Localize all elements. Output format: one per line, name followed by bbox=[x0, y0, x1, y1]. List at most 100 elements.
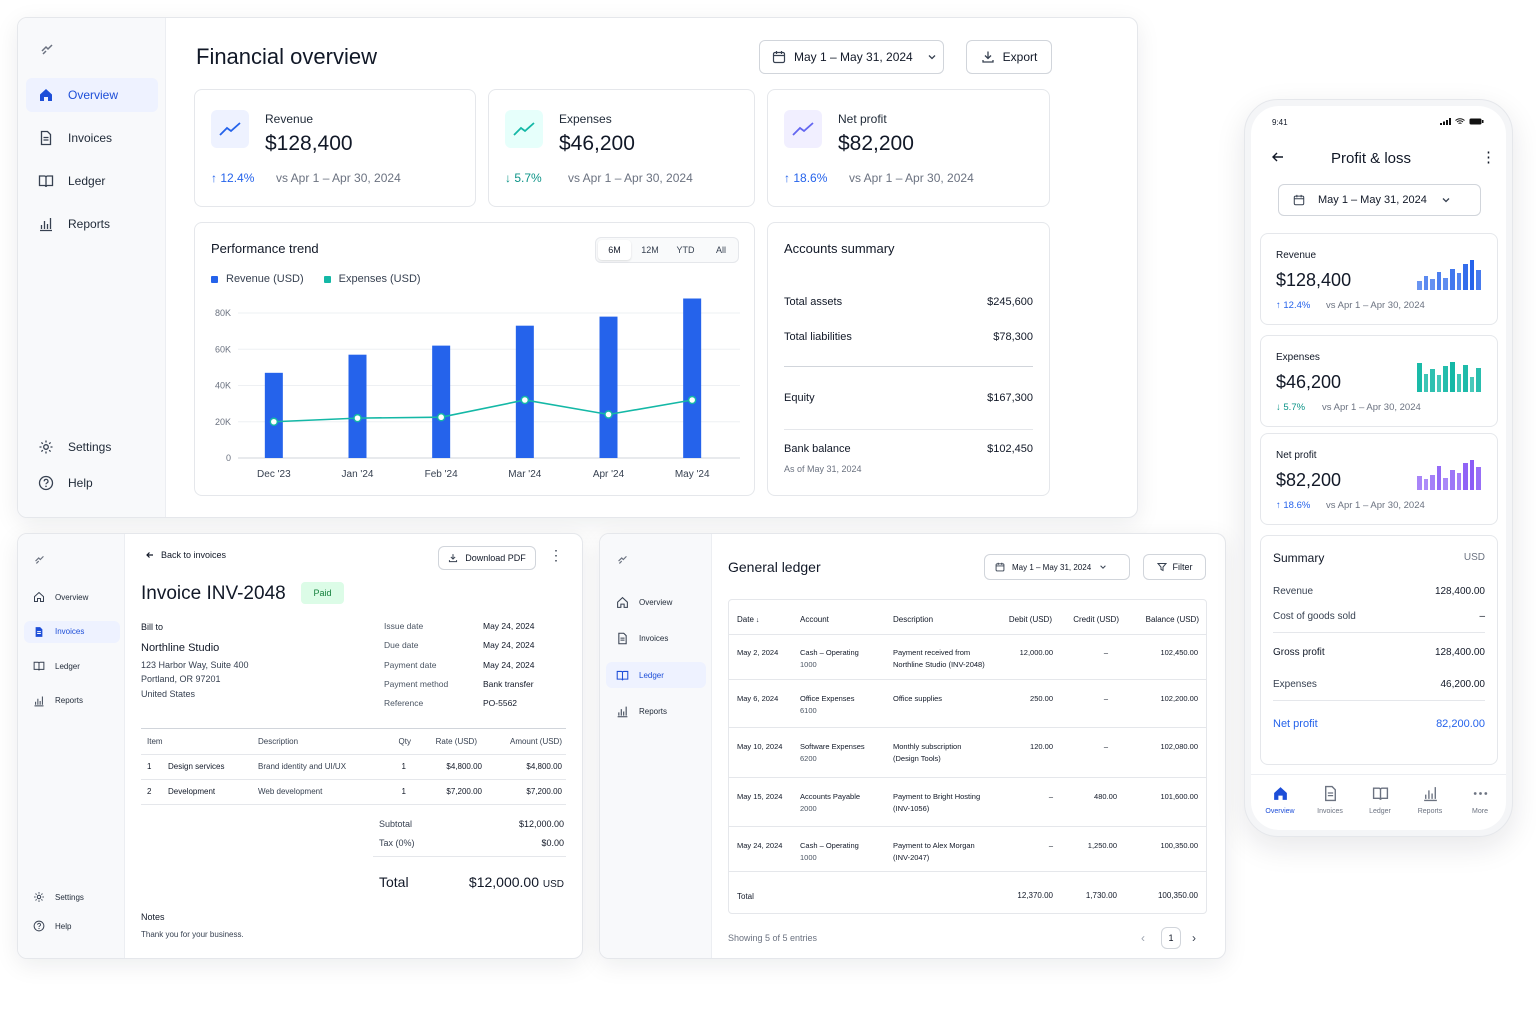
revenue-bar bbox=[599, 316, 618, 458]
x-tick-label: May '24 bbox=[675, 469, 710, 480]
more-options-icon[interactable]: ⋮ bbox=[549, 547, 563, 563]
sidebar-item-label: Invoices bbox=[639, 634, 669, 643]
chevron-down-icon bbox=[928, 55, 936, 60]
sidebar-item-label: Reports bbox=[639, 707, 668, 716]
mobile-card-net-profit[interactable]: Net profit $82,200 ↑ 18.6% vs Apr 1 – Apr 3… bbox=[1260, 433, 1498, 525]
meta-payment-date-value: May 24, 2024 bbox=[483, 659, 535, 670]
ledger-balance: 102,200.00 bbox=[1160, 694, 1198, 703]
expenses-point bbox=[687, 395, 697, 405]
sidebar-item-invoices[interactable]: Invoices bbox=[26, 121, 158, 155]
sidebar-item-overview[interactable]: Overview bbox=[24, 586, 120, 608]
meta-reference-label: Reference bbox=[384, 698, 424, 709]
kpi-compare: vs Apr 1 – Apr 30, 2024 bbox=[568, 171, 693, 185]
range-12m-button[interactable]: 12M bbox=[641, 245, 659, 255]
ledger-description: (INV-1056) bbox=[893, 804, 930, 813]
tab-overview[interactable]: Overview bbox=[1257, 785, 1303, 825]
tab-invoices[interactable]: Invoices bbox=[1307, 785, 1353, 825]
home-icon bbox=[616, 596, 629, 609]
sidebar-item-label: Help bbox=[55, 921, 72, 931]
tab-label: Overview bbox=[1265, 808, 1295, 815]
range-ytd-button[interactable]: YTD bbox=[676, 245, 695, 255]
pagination-prev-icon[interactable]: ‹ bbox=[1141, 931, 1145, 945]
sidebar-item-invoices[interactable]: Invoices bbox=[606, 626, 706, 652]
divider bbox=[729, 826, 1206, 827]
chart-icon bbox=[616, 705, 629, 718]
range-6m-button[interactable]: 6M bbox=[598, 240, 631, 260]
mobile-more-icon[interactable]: ⋮ bbox=[1481, 149, 1496, 166]
sidebar-item-reports[interactable]: Reports bbox=[606, 699, 706, 725]
tab-reports[interactable]: Reports bbox=[1407, 785, 1453, 825]
sidebar-item-settings[interactable]: Settings bbox=[24, 886, 120, 908]
ledger-date-range-picker[interactable]: May 1 – May 31, 2024 bbox=[984, 554, 1130, 580]
invoice-window: Overview Invoices Ledger Reports Settings Hel… bbox=[17, 533, 583, 959]
sidebar-item-reports[interactable]: Reports bbox=[26, 207, 158, 241]
column-balance-usd-header: Balance (USD) bbox=[1146, 615, 1199, 624]
item-no: 1 bbox=[147, 762, 152, 771]
column-date-header[interactable]: Date ↓ bbox=[737, 615, 759, 624]
sidebar-item-help[interactable]: Help bbox=[24, 915, 120, 937]
app-logo-icon[interactable] bbox=[617, 552, 628, 570]
table-row[interactable]: May 10, 2024 Software Expenses 6200 Monthly… bbox=[729, 728, 1206, 778]
notes-text: Thank you for your business. bbox=[141, 930, 244, 939]
sidebar-item-overview[interactable]: Overview bbox=[606, 589, 706, 615]
app-logo-icon[interactable] bbox=[40, 42, 54, 61]
summary-gross-value: 128,400.00 bbox=[1434, 647, 1485, 658]
meta-reference-value: PO-5562 bbox=[483, 698, 518, 709]
performance-trend-panel: Performance trend 6M 12M YTD All Revenue (U… bbox=[194, 222, 755, 496]
help-icon bbox=[38, 475, 54, 491]
sidebar-item-help[interactable]: Help bbox=[26, 467, 158, 499]
range-all-button[interactable]: All bbox=[715, 245, 726, 255]
table-row[interactable]: May 15, 2024 Accounts Payable 2000 Payment … bbox=[729, 778, 1206, 827]
download-pdf-button[interactable]: Download PDF bbox=[438, 546, 536, 570]
home-icon bbox=[1272, 785, 1289, 802]
tab-more[interactable]: More bbox=[1457, 785, 1503, 825]
sidebar-item-overview[interactable]: Overview bbox=[26, 78, 158, 112]
mobile-card-revenue[interactable]: Revenue $128,400 ↑ 12.4% vs Apr 1 – Apr 30,… bbox=[1260, 233, 1498, 325]
total-assets-value: $245,600 bbox=[987, 296, 1033, 308]
sidebar-item-reports[interactable]: Reports bbox=[24, 690, 120, 712]
kpi-compare: vs Apr 1 – Apr 30, 2024 bbox=[276, 171, 401, 185]
back-to-invoices-link[interactable]: Back to invoices bbox=[145, 550, 226, 560]
sparkline-bar bbox=[1423, 374, 1429, 392]
sparkline-bar bbox=[1469, 260, 1475, 290]
date-range-picker[interactable]: May 1 – May 31, 2024 bbox=[759, 40, 944, 74]
meta-due-date-value: May 24, 2024 bbox=[483, 640, 535, 651]
sidebar-item-invoices[interactable]: Invoices bbox=[24, 620, 120, 643]
app-logo-icon[interactable] bbox=[34, 552, 45, 570]
sparkline-bar bbox=[1436, 272, 1442, 290]
ledger-credit: – bbox=[1103, 694, 1108, 703]
sidebar-item-settings[interactable]: Settings bbox=[26, 431, 158, 463]
column-rate-usd-header: Rate (USD) bbox=[435, 737, 477, 746]
sparkline-bar bbox=[1463, 463, 1468, 490]
sidebar-item-label: Invoices bbox=[68, 131, 113, 145]
sidebar-item-label: Help bbox=[68, 476, 93, 490]
legend-expenses-label: Expenses (USD) bbox=[338, 273, 421, 285]
mobile-date-range-picker[interactable]: May 1 – May 31, 2024 bbox=[1278, 184, 1481, 216]
filter-button[interactable]: Filter bbox=[1143, 554, 1206, 580]
mobile-card-expenses[interactable]: Expenses $46,200 ↓ 5.7% vs Apr 1 – Apr 30, … bbox=[1260, 335, 1498, 427]
sidebar-item-ledger[interactable]: Ledger bbox=[24, 655, 120, 677]
card-label: Expenses bbox=[1276, 352, 1320, 363]
sidebar-item-ledger[interactable]: Ledger bbox=[26, 164, 158, 198]
sidebar-item-ledger[interactable]: Ledger bbox=[606, 662, 706, 688]
ledger-total-balance: 100,350.00 bbox=[1157, 891, 1198, 900]
divider bbox=[729, 634, 1206, 635]
back-arrow-icon[interactable] bbox=[1271, 150, 1285, 169]
filter-label: Filter bbox=[1172, 562, 1193, 572]
table-row[interactable]: May 6, 2024 Office Expenses 6100 Office sup… bbox=[729, 680, 1206, 728]
item-qty: 1 bbox=[401, 787, 406, 796]
ledger-account: Software Expenses bbox=[800, 742, 865, 751]
mobile-summary: Summary USD Revenue 128,400.00 Cost of g… bbox=[1260, 535, 1498, 765]
pagination-page[interactable]: 1 bbox=[1161, 927, 1181, 949]
pagination-next-icon[interactable]: › bbox=[1192, 931, 1196, 945]
tab-ledger[interactable]: Ledger bbox=[1357, 785, 1403, 825]
sparkline-bar bbox=[1456, 273, 1462, 290]
table-row[interactable]: May 24, 2024 Cash – Operating 1000 Payment … bbox=[729, 827, 1206, 873]
table-row[interactable]: May 2, 2024 Cash – Operating 1000 Payment r… bbox=[729, 634, 1206, 680]
x-tick-label: Apr '24 bbox=[593, 469, 625, 480]
total-liabilities-label: Total liabilities bbox=[784, 331, 852, 343]
mobile-tab-bar: Overview Invoices Ledger Reports More bbox=[1251, 774, 1506, 830]
expenses-point bbox=[436, 413, 446, 422]
export-button[interactable]: Export bbox=[966, 40, 1052, 74]
ledger-total-debit: 12,370.00 bbox=[1017, 891, 1053, 900]
